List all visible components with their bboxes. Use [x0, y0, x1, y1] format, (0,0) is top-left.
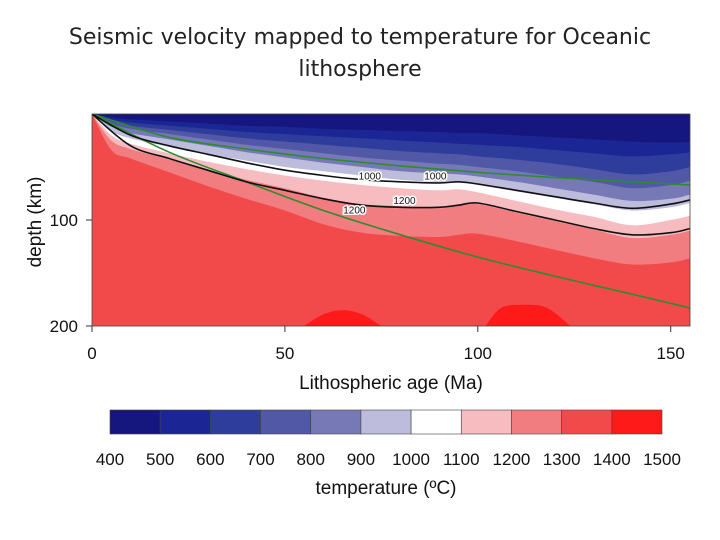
y-tick-label-200: 200 [50, 317, 78, 336]
y-axis-title: depth (km) [25, 177, 46, 268]
colorbar-swatch-400 [109, 409, 161, 435]
green-curve-plate-model-upper [92, 114, 690, 186]
colorbar-tick-label-800: 800 [297, 450, 325, 469]
colorbar-tick-label-1000: 1000 [392, 450, 430, 469]
isotherm-contour-1000 [92, 114, 690, 210]
temperature-band-400-500 [92, 114, 690, 143]
hot-patch-1 [304, 310, 382, 326]
colorbar-title: temperature (ºC) [315, 478, 456, 499]
slide-title: Seismic velocity mapped to temperature f… [40, 22, 680, 86]
colorbar-tick-label-700: 700 [246, 450, 274, 469]
x-tick-label-0: 0 [87, 344, 96, 363]
contour-label-3: 1200 [343, 205, 366, 216]
y-tick-label-100: 100 [50, 211, 78, 230]
colorbar-swatch-1400 [611, 409, 663, 435]
contour-label-2: 1000 [424, 171, 447, 182]
colorbar-tick-label-1400: 1400 [593, 450, 631, 469]
colorbar-swatch-1000 [410, 409, 462, 435]
plot-area: 1000 1000 1200 1200 [92, 114, 690, 326]
colorbar-tick-label-1300: 1300 [543, 450, 581, 469]
x-tick-label-100: 100 [464, 344, 492, 363]
colorbar-tick-label-500: 500 [146, 450, 174, 469]
axes: 0 50 100 150 100 200 [50, 211, 685, 363]
colorbar-tick-label-1500: 1500 [643, 450, 681, 469]
colorbar-swatch-600 [210, 409, 261, 435]
hot-patch-2 [485, 304, 571, 326]
x-tick-label-50: 50 [275, 344, 294, 363]
colorbar-swatch-700 [260, 409, 312, 435]
x-tick-label-150: 150 [657, 344, 685, 363]
contour-label-1: 1000 [359, 171, 382, 182]
x-axis-title: Lithospheric age (Ma) [299, 373, 483, 394]
contour-label-4: 1200 [393, 196, 416, 207]
colorbar-swatch-800 [310, 409, 362, 435]
colorbar-tick-label-600: 600 [196, 450, 224, 469]
colorbar-swatch-900 [360, 409, 412, 435]
colorbar-swatch-1200 [511, 409, 562, 435]
green-curve-plate-model-lower [92, 114, 690, 309]
colorbar-tick-label-400: 400 [96, 450, 124, 469]
isotherm-contour-1200 [92, 114, 690, 236]
colorbar: 400 500 600 700 800 900 1000 1100 1200 1300 1400 15… [96, 409, 681, 469]
colorbar-tick-label-1100: 1100 [443, 450, 480, 469]
colorbar-swatch-1300 [561, 409, 613, 435]
title-line-1: Seismic velocity mapped to temperature f… [68, 25, 652, 50]
colorbar-tick-label-1200: 1200 [493, 450, 531, 469]
title-line-2: lithosphere [298, 57, 422, 82]
colorbar-swatch-500 [159, 409, 211, 435]
colorbar-swatch-1100 [460, 409, 512, 435]
colorbar-tick-label-900: 900 [347, 450, 375, 469]
